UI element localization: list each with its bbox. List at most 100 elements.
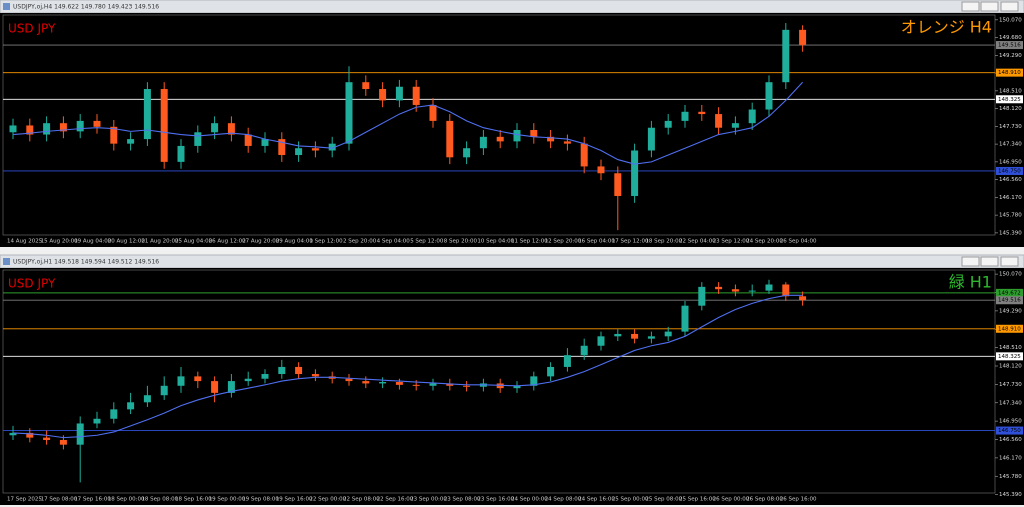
candle-body: [446, 383, 454, 386]
y-tick-label: 146.950: [999, 159, 1022, 165]
candle-body: [647, 336, 655, 339]
candle-body: [698, 111, 706, 115]
price-level-tag: [996, 426, 1023, 435]
candle-body: [379, 382, 387, 384]
minimize-button[interactable]: [961, 256, 980, 267]
y-tick-label: 146.560: [999, 177, 1022, 183]
close-button[interactable]: [1000, 1, 1019, 12]
window-title: USDJPY,oj,H1 149.518 149.594 149.512 149…: [13, 259, 159, 266]
candle-body: [127, 139, 135, 144]
maximize-button[interactable]: [980, 256, 999, 267]
window-icon: [3, 258, 10, 265]
x-tick-label: 5 Sep 12:00: [410, 239, 444, 245]
y-tick-label: 147.730: [999, 124, 1022, 130]
y-tick-label: 146.560: [999, 437, 1022, 443]
candle-body: [143, 395, 151, 403]
candle-body: [715, 286, 723, 290]
close-button[interactable]: [1000, 256, 1019, 267]
price-level-label: 148.325: [998, 97, 1021, 103]
moving-average-line: [12, 81, 804, 165]
x-tick-label: 10 Sep 04:00: [477, 239, 514, 245]
x-tick-label: 19 Sep 08:00: [242, 497, 279, 503]
price-level-label: 148.910: [998, 70, 1021, 76]
y-tick-label: 149.680: [999, 35, 1022, 41]
timeframe-badge: オレンジ H4: [901, 18, 992, 37]
x-tick-label: 16 Sep 04:00: [578, 239, 615, 245]
x-tick-label: 26 Sep 16:00: [780, 497, 817, 503]
y-tick-label: 148.120: [999, 106, 1022, 112]
y-tick-label: 149.290: [999, 53, 1022, 59]
candle-body: [362, 82, 370, 90]
x-tick-label: 26 Sep 04:00: [780, 239, 817, 245]
x-tick-label: 22 Sep 00:00: [309, 497, 346, 503]
x-tick-label: 22 Sep 16:00: [377, 497, 414, 503]
candle-body: [26, 125, 34, 135]
price-level-tag: [996, 296, 1023, 305]
x-tick-label: 20 Aug 12:00: [108, 239, 146, 245]
candle-body: [479, 136, 487, 149]
x-tick-label: 22 Sep 04:00: [679, 239, 716, 245]
candle-body: [194, 132, 202, 146]
y-tick-label: 146.170: [999, 455, 1022, 461]
candle-body: [9, 125, 17, 133]
x-tick-label: 18 Sep 00:00: [108, 497, 145, 503]
x-tick-label: 26 Sep 00:00: [713, 497, 750, 503]
candle-body: [731, 289, 739, 292]
price-level-tag: [996, 288, 1023, 297]
price-level-tag: [996, 95, 1023, 104]
candle-body: [580, 143, 588, 167]
candle-body: [278, 139, 286, 156]
y-tick-label: 147.340: [999, 142, 1022, 148]
candle-body: [681, 111, 689, 121]
x-tick-label: 25 Sep 08:00: [645, 497, 682, 503]
candle-body: [59, 439, 67, 445]
candle-body: [530, 130, 538, 137]
candle-body: [395, 86, 403, 101]
candle-body: [463, 148, 471, 158]
x-tick-label: 2 Sep 20:00: [343, 239, 377, 245]
y-tick-label: 149.290: [999, 308, 1022, 314]
candle-body: [681, 305, 689, 332]
x-tick-label: 18 Sep 16:00: [175, 497, 212, 503]
candle-body: [76, 423, 84, 445]
x-tick-label: 24 Sep 16:00: [578, 497, 615, 503]
timeframe-badge: 緑 H1: [949, 273, 992, 292]
candle-body: [110, 126, 118, 144]
y-tick-label: 146.950: [999, 419, 1022, 425]
maximize-button[interactable]: [980, 1, 999, 12]
candle-body: [664, 331, 672, 337]
x-tick-label: 26 Aug 12:00: [209, 239, 247, 245]
symbol-label: USD JPY: [8, 277, 56, 291]
price-level-label: 149.516: [998, 43, 1021, 49]
x-tick-label: 26 Sep 08:00: [746, 497, 783, 503]
x-tick-label: 19 Sep 00:00: [209, 497, 246, 503]
price-level-tag: [996, 41, 1023, 50]
x-tick-label: 22 Sep 08:00: [343, 497, 380, 503]
candle-body: [748, 290, 756, 292]
plot-frame: [2, 269, 996, 494]
candle-body: [614, 173, 622, 197]
moving-average-line: [12, 294, 803, 439]
candle-body: [597, 166, 605, 174]
price-level-tag: [996, 166, 1023, 175]
candle-body: [227, 123, 235, 135]
x-tick-label: 23 Sep 00:00: [410, 497, 447, 503]
candle-body: [261, 139, 269, 146]
candle-body: [194, 376, 202, 382]
x-tick-label: 17 Sep 08:00: [41, 497, 78, 503]
candle-body: [429, 383, 437, 386]
y-tick-label: 148.120: [999, 364, 1022, 370]
candle-body: [127, 402, 135, 410]
candle-body: [278, 366, 286, 375]
candle-body: [311, 374, 319, 377]
x-tick-label: 18 Sep 20:00: [645, 239, 682, 245]
x-tick-label: 17 Sep 2025: [7, 497, 42, 503]
candle-body: [547, 136, 555, 142]
candle-body: [244, 378, 252, 382]
y-tick-label: 145.390: [999, 492, 1022, 498]
candle-body: [227, 381, 235, 393]
candle-body: [379, 89, 387, 101]
candle-body: [513, 385, 521, 389]
candle-body: [597, 336, 605, 346]
minimize-button[interactable]: [961, 1, 980, 12]
